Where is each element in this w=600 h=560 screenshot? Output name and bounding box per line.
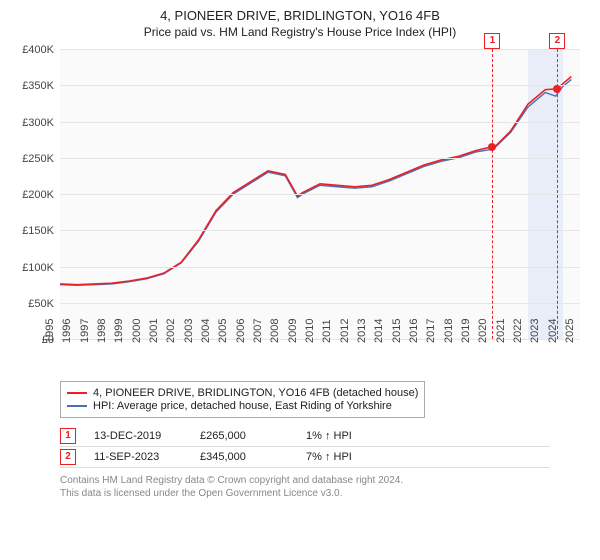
x-axis-label: 1996 (61, 319, 73, 343)
x-axis-label: 2020 (477, 319, 489, 343)
x-axis-label: 2016 (408, 319, 420, 343)
plot-region: £0£50K£100K£150K£200K£250K£300K£350K£400… (60, 49, 580, 339)
x-axis-label: 2018 (443, 319, 455, 343)
legend-row: 4, PIONEER DRIVE, BRIDLINGTON, YO16 4FB … (67, 387, 418, 399)
sale-marker (488, 143, 496, 151)
sale-price: £265,000 (200, 430, 288, 442)
x-axis-label: 2019 (460, 319, 472, 343)
sale-badge: 2 (60, 449, 76, 465)
x-axis-label: 2004 (200, 319, 212, 343)
sales-table: 1 13-DEC-2019 £265,000 1% ↑ HPI 2 11-SEP-2023… (60, 426, 586, 468)
gridline-h: £250K (60, 158, 580, 159)
x-axis-label: 2014 (373, 319, 385, 343)
y-axis-label: £250K (22, 153, 54, 165)
chart-area: £0£50K£100K£150K£200K£250K£300K£350K£400… (14, 45, 586, 375)
x-axis-label: 2023 (529, 319, 541, 343)
x-axis-label: 2021 (495, 319, 507, 343)
x-axis-label: 1999 (113, 319, 125, 343)
x-axis-label: 2001 (148, 319, 160, 343)
sale-marker-badge: 1 (484, 33, 500, 49)
sale-badge: 1 (60, 428, 76, 444)
series-line-property (60, 77, 571, 285)
gridline-h: £300K (60, 122, 580, 123)
chart-container: 4, PIONEER DRIVE, BRIDLINGTON, YO16 4FB … (0, 0, 600, 560)
sale-delta: 7% ↑ HPI (306, 451, 394, 463)
x-axis-label: 2017 (425, 319, 437, 343)
x-axis-label: 2011 (321, 319, 333, 343)
legend-swatch (67, 392, 87, 394)
x-axis-label: 2013 (356, 319, 368, 343)
x-axis-label: 2015 (391, 319, 403, 343)
sale-vline (492, 49, 493, 339)
legend-swatch (67, 405, 87, 407)
sales-row: 1 13-DEC-2019 £265,000 1% ↑ HPI (60, 426, 550, 447)
x-axis-label: 2022 (512, 319, 524, 343)
y-axis-label: £100K (22, 262, 54, 274)
x-axis-label: 2003 (183, 319, 195, 343)
gridline-h: £150K (60, 230, 580, 231)
sales-row: 2 11-SEP-2023 £345,000 7% ↑ HPI (60, 447, 550, 468)
sale-delta: 1% ↑ HPI (306, 430, 394, 442)
x-axis-label: 1997 (79, 319, 91, 343)
gridline-h: £50K (60, 303, 580, 304)
legend-row: HPI: Average price, detached house, East… (67, 400, 418, 412)
footnote: Contains HM Land Registry data © Crown c… (60, 474, 586, 500)
legend-label: HPI: Average price, detached house, East… (93, 400, 392, 412)
x-axis-label: 2000 (131, 319, 143, 343)
y-axis-label: £200K (22, 189, 54, 201)
x-axis-label: 2002 (165, 319, 177, 343)
y-axis-label: £50K (28, 298, 54, 310)
gridline-h: £400K (60, 49, 580, 50)
sale-date: 13-DEC-2019 (94, 430, 182, 442)
sale-marker (553, 85, 561, 93)
chart-title: 4, PIONEER DRIVE, BRIDLINGTON, YO16 4FB (14, 8, 586, 23)
sale-date: 11-SEP-2023 (94, 451, 182, 463)
x-axis-label: 2025 (564, 319, 576, 343)
y-axis-label: £350K (22, 80, 54, 92)
y-axis-label: £150K (22, 225, 54, 237)
x-axis-label: 2010 (304, 319, 316, 343)
legend-label: 4, PIONEER DRIVE, BRIDLINGTON, YO16 4FB … (93, 387, 418, 399)
x-axis-label: 2005 (217, 319, 229, 343)
footnote-line: Contains HM Land Registry data © Crown c… (60, 474, 586, 487)
x-axis-label: 2008 (269, 319, 281, 343)
x-axis-label: 2009 (287, 319, 299, 343)
gridline-h: £200K (60, 194, 580, 195)
legend: 4, PIONEER DRIVE, BRIDLINGTON, YO16 4FB … (60, 381, 425, 418)
x-axis-label: 1995 (44, 319, 56, 343)
x-axis-label: 2007 (252, 319, 264, 343)
gridline-h: £100K (60, 267, 580, 268)
y-axis-label: £400K (22, 44, 54, 56)
x-axis-label: 2006 (235, 319, 247, 343)
series-line-hpi (60, 79, 571, 285)
sale-marker-badge: 2 (549, 33, 565, 49)
footnote-line: This data is licensed under the Open Gov… (60, 487, 586, 500)
gridline-h: £350K (60, 85, 580, 86)
x-axis-label: 1998 (96, 319, 108, 343)
y-axis-label: £300K (22, 117, 54, 129)
sale-price: £345,000 (200, 451, 288, 463)
x-axis-label: 2012 (339, 319, 351, 343)
